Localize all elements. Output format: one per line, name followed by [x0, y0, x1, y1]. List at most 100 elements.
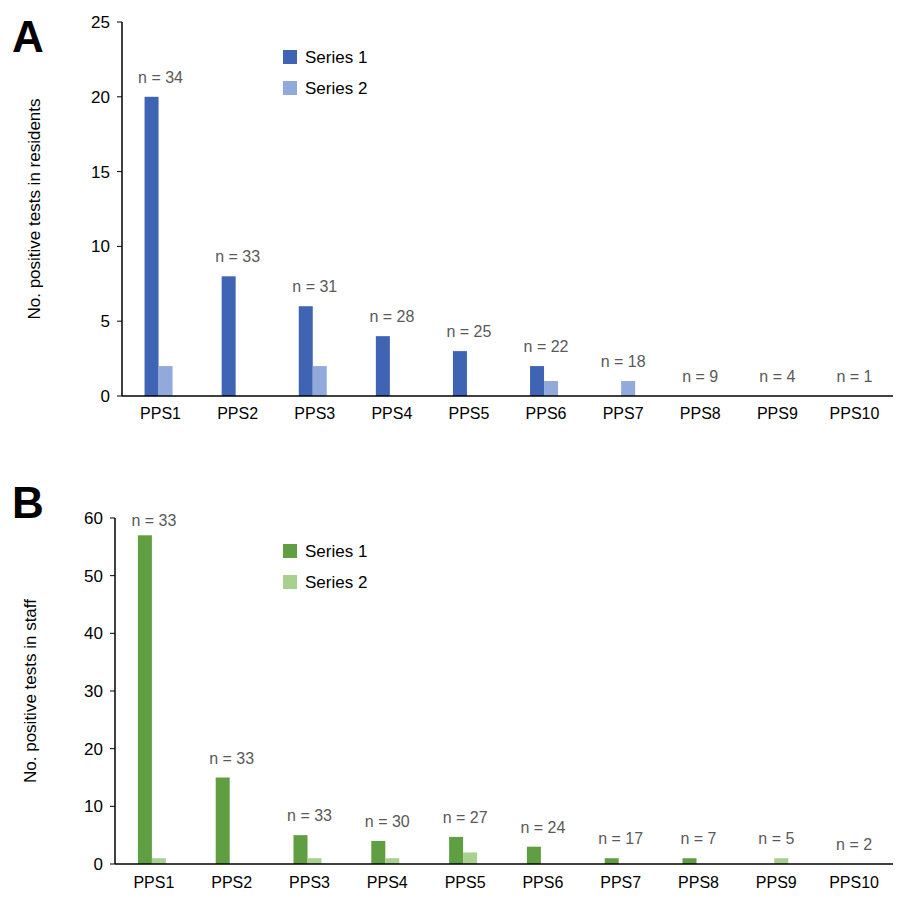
legend-swatch — [283, 50, 297, 64]
annotation: n = 22 — [524, 338, 569, 355]
annotation: n = 33 — [287, 807, 332, 824]
y-tick-label: 20 — [91, 88, 110, 107]
x-tick-label: PPS5 — [448, 405, 489, 422]
x-tick-label: PPS4 — [371, 405, 412, 422]
y-tick-label: 10 — [84, 797, 103, 816]
annotation: n = 24 — [520, 819, 565, 836]
bar — [774, 858, 788, 864]
y-axis-title: No. positive tests in staff — [21, 599, 40, 783]
annotation: n = 33 — [215, 248, 260, 265]
panel: A0510152025No. positive tests in residen… — [12, 12, 893, 422]
y-tick-label: 20 — [84, 740, 103, 759]
panel-label: A — [12, 12, 44, 61]
x-tick-label: PPS7 — [600, 874, 641, 891]
bars — [145, 97, 636, 396]
bar — [453, 351, 467, 396]
x-tick-label: PPS8 — [678, 874, 719, 891]
y-tick — [110, 518, 115, 519]
figure: A0510152025No. positive tests in residen… — [0, 0, 900, 917]
bar — [138, 535, 152, 864]
bar — [371, 841, 385, 864]
x-tick-label: PPS1 — [133, 874, 174, 891]
bar — [527, 847, 541, 864]
y-tick-label: 60 — [84, 509, 103, 528]
annotation: n = 7 — [680, 830, 716, 847]
panel: B0102030405060No. positive tests in staf… — [12, 478, 893, 891]
annotation: n = 33 — [131, 512, 176, 529]
x-tick-label: PPS3 — [289, 874, 330, 891]
y-tick-label: 25 — [91, 13, 110, 32]
x-tick-label: PPS1 — [140, 405, 181, 422]
x-tick-label: PPS6 — [526, 405, 567, 422]
y-tick-label: 0 — [94, 855, 103, 874]
bar — [605, 858, 619, 864]
annotation: n = 2 — [836, 836, 872, 853]
bar — [216, 778, 230, 865]
annotation: n = 27 — [443, 809, 488, 826]
legend: Series 1Series 2 — [283, 542, 367, 592]
y-tick — [117, 396, 122, 397]
y-tick — [117, 246, 122, 247]
annotation: n = 18 — [601, 353, 646, 370]
bar — [530, 366, 544, 396]
annotation: n = 4 — [759, 368, 795, 385]
x-tick-label: PPS10 — [829, 874, 879, 891]
x-tick-label: PPS4 — [367, 874, 408, 891]
bar — [152, 858, 166, 864]
x-tick-label: PPS2 — [217, 405, 258, 422]
y-tick — [110, 575, 115, 576]
x-tick-label: PPS6 — [522, 874, 563, 891]
bar — [159, 366, 173, 396]
bar — [299, 306, 313, 396]
y-tick — [117, 22, 122, 23]
y-tick-label: 30 — [84, 682, 103, 701]
legend-label: Series 2 — [305, 79, 367, 98]
x-tick-label: PPS8 — [680, 405, 721, 422]
panel-label: B — [12, 478, 44, 527]
annotation: n = 25 — [446, 323, 491, 340]
x-axis — [115, 863, 893, 865]
bar — [449, 837, 463, 864]
annotation: n = 34 — [138, 69, 183, 86]
bar — [385, 858, 399, 864]
annotation: n = 17 — [598, 830, 643, 847]
annotation: n = 1 — [836, 368, 872, 385]
y-tick — [110, 864, 115, 865]
x-tick-label: PPS3 — [294, 405, 335, 422]
legend-label: Series 1 — [305, 48, 367, 67]
bar — [463, 852, 477, 864]
bar — [222, 276, 236, 396]
x-axis — [122, 395, 893, 397]
legend-label: Series 2 — [305, 573, 367, 592]
annotation: n = 33 — [209, 750, 254, 767]
bar — [544, 381, 558, 396]
legend: Series 1 Series 2 — [283, 48, 367, 98]
y-axis — [121, 22, 123, 396]
legend-swatch — [283, 544, 297, 558]
y-tick — [117, 321, 122, 322]
bar — [294, 835, 308, 864]
y-tick-label: 0 — [101, 387, 110, 406]
y-axis-title: No. positive tests in residents — [25, 98, 44, 319]
y-tick — [110, 691, 115, 692]
bar — [145, 97, 159, 396]
bars — [138, 535, 788, 864]
y-tick — [117, 96, 122, 97]
x-tick-label: PPS5 — [445, 874, 486, 891]
x-tick-label: PPS9 — [757, 405, 798, 422]
y-tick — [117, 171, 122, 172]
x-tick-label: PPS10 — [830, 405, 880, 422]
x-tick-label: PPS2 — [211, 874, 252, 891]
y-tick — [110, 633, 115, 634]
y-tick-label: 40 — [84, 624, 103, 643]
bar — [683, 858, 697, 864]
annotation: n = 30 — [365, 813, 410, 830]
x-tick-label: PPS9 — [756, 874, 797, 891]
y-tick — [110, 806, 115, 807]
bar — [621, 381, 635, 396]
y-tick-label: 10 — [91, 237, 110, 256]
legend-swatch — [283, 81, 297, 95]
annotation: n = 31 — [292, 278, 337, 295]
bar — [313, 366, 327, 396]
legend-swatch — [283, 575, 297, 589]
